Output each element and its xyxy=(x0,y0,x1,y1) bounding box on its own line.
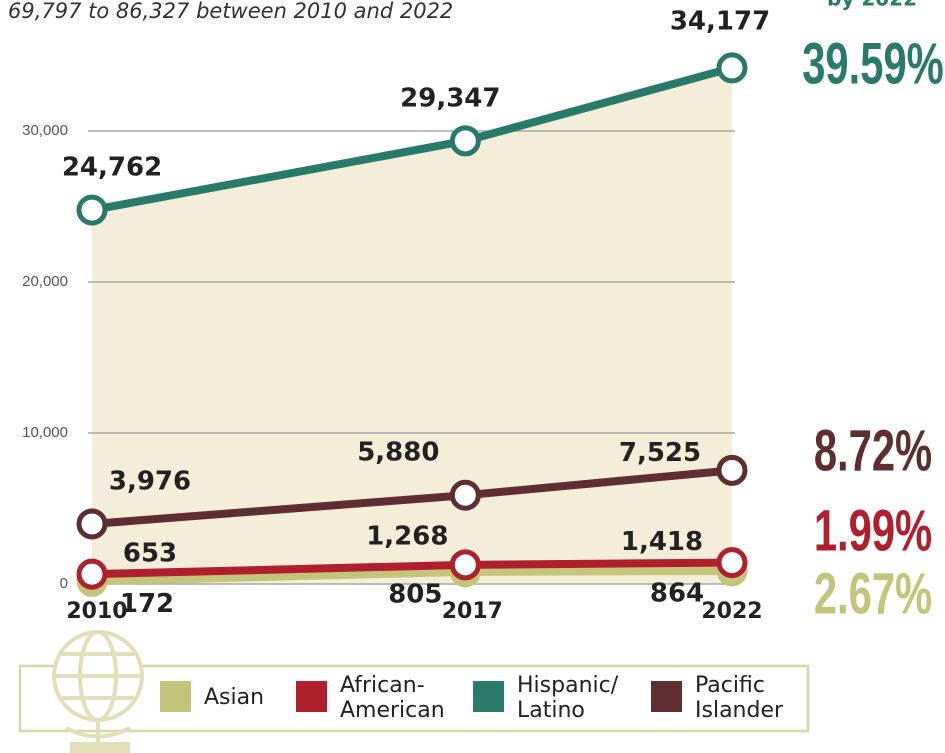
data-label: 24,762 xyxy=(62,153,162,183)
data-label: 1,268 xyxy=(366,521,448,551)
share-label: 8.72% xyxy=(814,418,932,483)
data-label: 29,347 xyxy=(400,83,500,113)
data-label: 7,525 xyxy=(619,438,701,468)
share-group: 1.99% xyxy=(814,498,932,563)
share-group: 8.72% xyxy=(814,418,932,483)
marker xyxy=(716,454,748,486)
data-label: 1,418 xyxy=(621,527,703,557)
marker xyxy=(76,194,108,226)
share-label: 1.99% xyxy=(814,498,932,563)
data-label: 805 xyxy=(388,579,442,609)
y-tick-label: 0 xyxy=(60,575,68,592)
x-tick-label: 2022 xyxy=(701,599,762,624)
globe-icon xyxy=(52,630,144,753)
legend-box xyxy=(18,664,810,733)
data-label: 3,976 xyxy=(109,466,191,496)
legend-swatch xyxy=(651,681,682,712)
marker xyxy=(76,508,108,540)
share-group: 2.67% xyxy=(814,561,932,626)
legend-label: Pacific Islander xyxy=(695,673,784,723)
data-label: 864 xyxy=(650,578,704,608)
legend-swatch xyxy=(296,681,327,712)
legend-label: African-American xyxy=(340,673,445,723)
data-label: 172 xyxy=(120,589,174,619)
marker xyxy=(449,549,481,581)
annotation: by 2022 xyxy=(827,0,917,11)
x-tick-label: 2017 xyxy=(442,599,503,624)
data-label: 5,880 xyxy=(357,438,439,468)
data-label: 653 xyxy=(123,539,177,569)
y-tick-label: 20,000 xyxy=(22,273,68,290)
marker xyxy=(449,479,481,511)
data-label: 34,177 xyxy=(670,6,770,36)
marker xyxy=(716,547,748,579)
marker xyxy=(716,52,748,84)
x-tick-label: 2010 xyxy=(66,599,127,624)
legend-label: Hispanic/ Latino xyxy=(517,673,619,723)
y-tick-label: 30,000 xyxy=(22,122,68,139)
share-group: 39.59% xyxy=(802,31,944,96)
area xyxy=(92,67,732,584)
legend-label: Asian xyxy=(204,685,265,710)
marker xyxy=(76,558,108,590)
share-label: 39.59% xyxy=(802,31,944,96)
subtitle: 69,797 to 86,327 between 2010 and 2022 xyxy=(8,0,453,23)
marker xyxy=(449,125,481,157)
share-label: 2.67% xyxy=(814,561,932,626)
y-tick-label: 10,000 xyxy=(22,424,68,441)
legend-swatch xyxy=(160,681,191,712)
legend-swatch xyxy=(473,681,504,712)
